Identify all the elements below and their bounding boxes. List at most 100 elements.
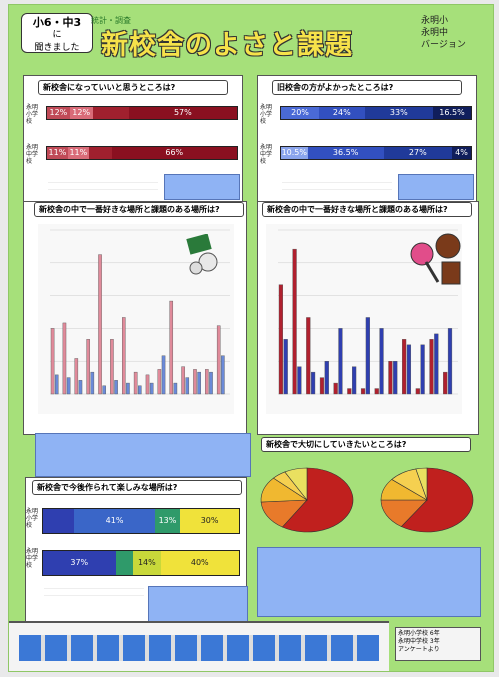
chart-bar [338, 328, 343, 395]
poster-title: 新校舎のよさと課題 [101, 30, 353, 61]
q6-bar-row: 37% 14% 40% [42, 550, 240, 576]
survey-target-note: 小6・中3 に 聞きました [21, 13, 93, 53]
chart-bar [126, 382, 130, 395]
survey-target-line1: 小6・中3 [32, 16, 82, 29]
footer-line: 永明中学校 3年 [398, 638, 440, 645]
q1-segment [88, 147, 112, 159]
q6-segment: 30% [180, 509, 239, 533]
chart-bar [78, 380, 83, 395]
chart-bar [374, 388, 379, 395]
chart-bar [324, 360, 329, 395]
q6-segment: 13% [154, 509, 181, 533]
author-line: バージョン [421, 40, 466, 50]
chart-bar [278, 284, 283, 395]
q3-panel: 新校舎の中で一番好きな場所と課題のある場所は? [23, 201, 247, 435]
chart-bar [306, 317, 311, 395]
q2-segment: 16.5% [432, 107, 471, 119]
q1-segment: 12% [47, 107, 70, 119]
q1-panel: 新校舎になっていいと思うところは? 永明小学校 12% 12% 57% 永明中学… [23, 75, 243, 203]
q4-title: 新校舎の中で一番好きな場所と課題のある場所は? [262, 202, 472, 217]
q6-segment: 37% [43, 551, 116, 575]
chart-bar [102, 385, 106, 395]
q6-row-label: 永明中学校 [26, 548, 39, 569]
chart-bar [283, 339, 288, 395]
chart-bar [393, 360, 398, 395]
chart-bar [221, 355, 225, 395]
chart-bar [429, 339, 434, 395]
q2-segment: 4% [451, 147, 471, 159]
title-tag: 統計・調査 [91, 16, 131, 25]
chart-bar [50, 328, 55, 395]
chart-bar [181, 366, 185, 395]
pie-slice [400, 467, 474, 533]
q2-row-label: 永明小学校 [260, 104, 273, 125]
q3-title: 新校舎の中で一番好きな場所と課題のある場所は? [34, 202, 244, 217]
q4-panel: 新校舎の中で一番好きな場所と課題のある場所は? [257, 201, 479, 435]
q2-bar-row: 20% 24% 33% 16.5% [280, 106, 472, 120]
pie-slice [415, 467, 428, 501]
chart-bar [66, 377, 71, 395]
q6-legend [44, 582, 144, 598]
survey-target-line3: 聞きました [34, 43, 80, 53]
survey-target-line2: に [52, 30, 62, 40]
q2-bar-row: 10.5% 36.5% 27% 4% [280, 146, 472, 160]
poster: 小6・中3 に 聞きました 統計・調査 新校舎のよさと課題 永明小 永明中 バー… [8, 4, 494, 672]
q6-segment: 40% [160, 551, 239, 575]
racket-illustration-icon [408, 232, 464, 288]
footer-line: アンケートより [398, 646, 440, 653]
author-line: 永明中 [421, 28, 449, 38]
q6-segment: 41% [74, 509, 155, 533]
footer-credit: 永明小学校 6年 永明中学校 3年 アンケートより [395, 627, 481, 661]
q1-row-label: 永明中学校 [26, 144, 39, 165]
chart-bar [434, 333, 439, 395]
q6-note [148, 586, 248, 622]
author-line: 永明小 [421, 16, 449, 26]
chart-bar [216, 325, 221, 395]
chart-bar [169, 300, 174, 395]
chart-bar [185, 377, 190, 395]
chart-bar [145, 374, 150, 395]
q1-segment: 11% [67, 147, 89, 159]
chart-bar [86, 339, 90, 395]
chart-bar [297, 366, 302, 395]
chart-bar [415, 388, 420, 395]
chart-bar [98, 254, 102, 395]
chart-bar [352, 366, 357, 395]
chart-bar [379, 328, 384, 395]
chart-bar [138, 385, 142, 395]
q6-row-label: 永明小学校 [26, 508, 39, 529]
q1-bar-row: 12% 12% 57% [46, 106, 238, 120]
footer-line: 永明小学校 6年 [398, 630, 440, 637]
chart-bar [406, 344, 412, 395]
chart-bar [365, 317, 370, 395]
q2-segment: 27% [383, 147, 452, 159]
chart-bar [388, 360, 393, 395]
q5-panel: 新校舎で大切にしていきたいところは? [257, 435, 477, 547]
school-building-illustration [9, 621, 389, 671]
chart-bar [54, 374, 59, 395]
chart-bar [447, 328, 453, 395]
q2-segment: 24% [319, 107, 365, 119]
q2-segment: 36.5% [307, 147, 384, 159]
chart-bar [197, 371, 201, 395]
chart-bar [360, 388, 366, 395]
q1-segment: 57% [128, 107, 237, 119]
q1-note [164, 174, 240, 200]
basketball-illustration-icon [184, 233, 224, 278]
q6-panel: 新校舎で今後作られて楽しみな場所は? 永明小学校 41% 13% 30% 永明中… [25, 477, 248, 623]
q2-row-label: 永明中学校 [260, 144, 273, 165]
chart-bar [110, 339, 114, 395]
q2-segment: 20% [281, 107, 319, 119]
q1-segment [92, 107, 129, 119]
chart-bar [402, 339, 407, 395]
chart-bar [62, 322, 67, 395]
q2-segment: 33% [364, 107, 433, 119]
q6-segment: 14% [133, 551, 161, 575]
chart-bar [161, 355, 166, 395]
q1-title: 新校舎になっていいと思うところは? [38, 80, 228, 95]
q1-bar-row: 11% 11% 66% [46, 146, 238, 160]
q5-pie-chart [380, 467, 474, 533]
q1-segment: 11% [47, 147, 68, 159]
chart-bar [310, 371, 316, 395]
chart-bar [333, 382, 338, 395]
